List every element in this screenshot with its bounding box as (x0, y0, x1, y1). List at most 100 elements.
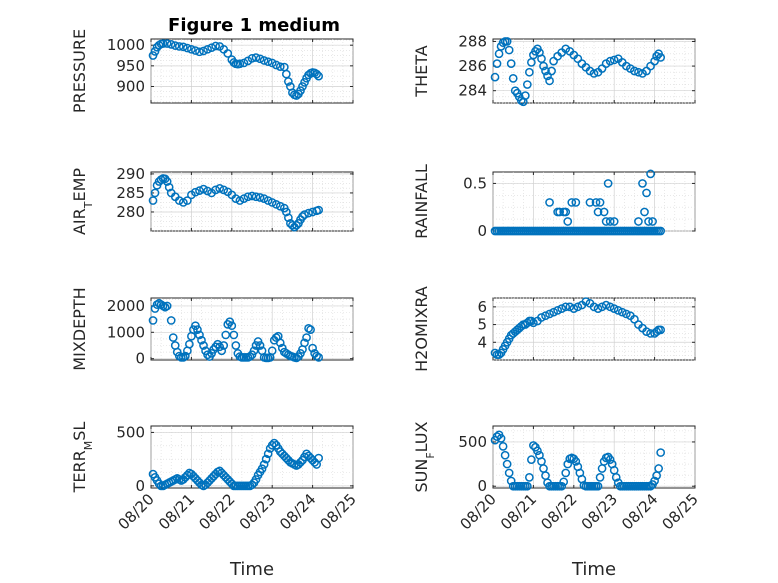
y-tick-label: 900 (116, 77, 145, 95)
data-point (170, 41, 180, 50)
data-point (529, 441, 538, 450)
figure-title: Figure 1 medium (168, 15, 340, 36)
data-point (561, 207, 571, 217)
x-tick-label: 08/21 (497, 490, 540, 533)
data-point (506, 476, 516, 486)
data-point (174, 196, 184, 205)
data-point (203, 44, 212, 54)
data-point (207, 43, 216, 53)
data-point (195, 330, 204, 340)
y-axis-label: MIXDEPTH (70, 287, 89, 370)
data-point (247, 54, 257, 63)
x-axis-label: Time (229, 559, 274, 580)
data-point (561, 468, 571, 478)
data-point (527, 316, 536, 326)
data-point (504, 45, 514, 55)
data-point (191, 46, 200, 55)
y-tick-label: 284 (458, 82, 487, 100)
y-tick-label: 290 (116, 165, 145, 183)
data-point (541, 311, 550, 321)
data-point (284, 213, 293, 223)
data-point (500, 450, 510, 460)
data-point (229, 330, 239, 340)
data-point (553, 306, 562, 315)
data-point (601, 217, 611, 226)
data-point (231, 341, 241, 350)
data-point (255, 54, 265, 64)
data-point (498, 442, 508, 451)
data-point (494, 350, 504, 360)
data-point (621, 309, 631, 319)
x-tick-label: 08/25 (659, 490, 702, 533)
data-point (527, 455, 536, 465)
data-point (490, 348, 500, 358)
data-point (304, 208, 313, 218)
data-point (259, 460, 269, 469)
data-point (656, 53, 666, 62)
data-point (221, 330, 231, 340)
y-tick-label: 4 (477, 333, 487, 351)
y-tick-label: 0 (135, 477, 145, 495)
data-point (644, 217, 653, 226)
data-point (251, 192, 261, 202)
data-point (634, 67, 643, 77)
x-tick-label: 08/22 (195, 490, 238, 533)
subplot-rainfall: 0 0.5 RAINFALL (412, 164, 696, 240)
data-point (533, 446, 542, 456)
data-point (249, 346, 259, 356)
subplot-h2omixra: 456 H2OMIXRA (412, 286, 696, 372)
data-point (589, 69, 599, 78)
data-point (609, 55, 619, 65)
data-point (261, 454, 271, 464)
data-point (150, 188, 160, 198)
data-point (185, 339, 194, 349)
data-point (510, 86, 520, 96)
data-point (525, 67, 534, 77)
data-point (569, 304, 579, 313)
data-point (292, 220, 301, 230)
data-point (522, 318, 532, 328)
data-point (269, 438, 279, 448)
data-point (195, 186, 204, 196)
data-point (203, 186, 212, 196)
data-point (162, 301, 172, 311)
subplot-grid: 900 950 1000 PRESSURE 284 286 288 THETA 28028529… (70, 29, 702, 580)
data-point (174, 42, 184, 51)
x-tick-label: 08/23 (236, 490, 279, 533)
data-point (609, 217, 619, 226)
y-axis-label: RAINFALL (412, 164, 431, 239)
data-point (630, 66, 639, 76)
subplot-mixdepth: 0 1000 2000 MIXDEPTH (70, 287, 354, 371)
data-point (183, 43, 192, 53)
data-point (654, 464, 663, 473)
data-point (656, 448, 666, 457)
data-point (300, 78, 309, 87)
x-tick-label: 08/24 (276, 490, 319, 533)
data-point (646, 169, 655, 179)
y-tick-label: 0 (477, 477, 487, 495)
data-point (239, 194, 249, 203)
data-point (148, 51, 158, 60)
y-tick-label: 500 (458, 433, 487, 451)
y-tick-label: 286 (458, 57, 487, 75)
data-point (183, 196, 192, 205)
data-point (227, 321, 237, 331)
data-point (549, 307, 558, 317)
data-point (243, 192, 253, 202)
data-point (166, 40, 176, 49)
x-axis-label: Time (571, 559, 616, 580)
data-point (199, 341, 208, 350)
data-point (506, 59, 516, 68)
data-point (502, 459, 512, 469)
data-point (275, 62, 285, 72)
data-point (650, 476, 659, 486)
data-point (508, 74, 518, 83)
data-point (219, 185, 229, 195)
data-point (168, 333, 178, 342)
data-point (601, 300, 611, 310)
data-point (561, 302, 571, 312)
axes-box (150, 171, 354, 232)
data-point (314, 205, 324, 215)
data-point (259, 56, 269, 65)
data-point (300, 338, 309, 348)
